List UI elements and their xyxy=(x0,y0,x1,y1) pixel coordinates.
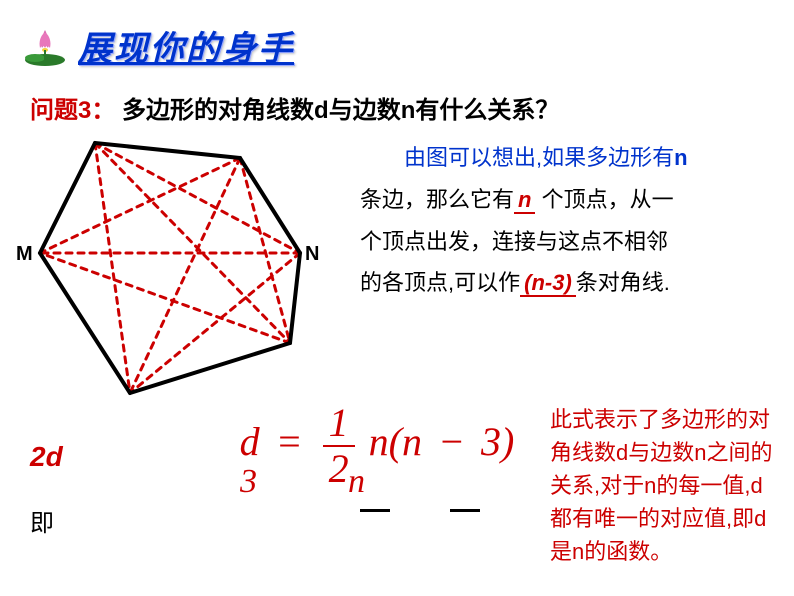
red-stack-text: 2d xyxy=(30,443,210,471)
vertex-label-m: M xyxy=(16,243,33,266)
question-label: 问题3： xyxy=(30,97,115,124)
underlines xyxy=(360,509,544,512)
main-area: M N 由图可以想出,如果多边形有n 条边，那么它有n 个顶点，从一 个顶点出发… xyxy=(0,133,794,413)
underline-1 xyxy=(360,509,390,512)
para-lead: 由图可以想出,如果多边形有n xyxy=(360,145,688,170)
diagonal-formula: d = 1 2 n(n − 3) xyxy=(210,403,544,489)
bottom-left: 2d 即 xyxy=(30,403,210,538)
diagram-column: M N xyxy=(20,133,360,413)
vertex-label-n: N xyxy=(305,243,319,266)
underline-2 xyxy=(450,509,480,512)
lotus-icon xyxy=(20,20,70,70)
conclusion-text: 此式表示了多边形的对角线数d与边数n之间的关系,对于n的每一值,d都有唯一的对应… xyxy=(544,403,774,568)
hexagon-diagram: M N xyxy=(20,133,360,413)
extra-den-n: n xyxy=(348,463,365,501)
para-line3: 的各顶点,可以作(n-3)条对角线. xyxy=(360,270,670,297)
ji-label: 即 xyxy=(30,503,210,538)
formula-column: d = 1 2 n(n − 3) 3 n xyxy=(210,403,544,512)
explanation-paragraph: 由图可以想出,如果多边形有n 条边，那么它有n 个顶点，从一 个顶点出发，连接与… xyxy=(360,133,774,413)
para-line1: 条边，那么它有n 个顶点，从一 xyxy=(360,187,674,214)
para-line2: 个顶点出发，连接与这点不相邻 xyxy=(360,229,668,254)
title-row: 展现你的身手 xyxy=(0,0,794,80)
extra-den-3: 3 xyxy=(240,463,257,501)
question-row: 问题3： 多边形的对角线数d与边数n有什么关系？ xyxy=(0,80,794,133)
question-text: 多边形的对角线数d与边数n有什么关系？ xyxy=(122,97,559,124)
page-title: 展现你的身手 xyxy=(78,21,294,70)
bottom-row: 2d 即 d = 1 2 n(n − 3) 3 n 此式表示了多边形的对角线数d… xyxy=(0,403,794,568)
